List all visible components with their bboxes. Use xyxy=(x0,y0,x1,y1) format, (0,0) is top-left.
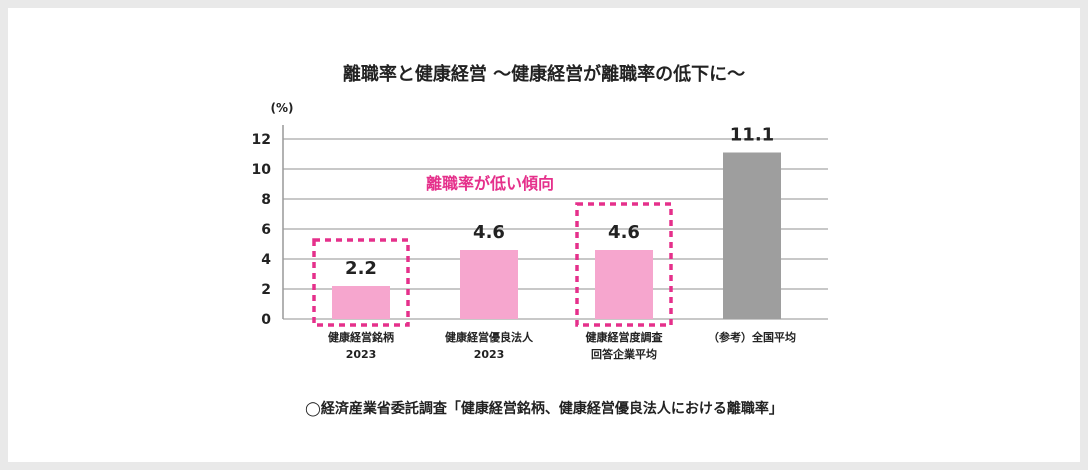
bar xyxy=(723,152,781,319)
bar xyxy=(332,286,390,319)
y-tick-label: 10 xyxy=(252,162,272,178)
data-label: 4.6 xyxy=(473,222,505,243)
data-label: 4.6 xyxy=(608,222,640,243)
y-tick-label: 12 xyxy=(252,132,271,148)
bar xyxy=(460,250,518,319)
data-label: 11.1 xyxy=(730,125,774,146)
y-axis-unit-label: (%) xyxy=(271,101,294,115)
bar xyxy=(595,250,653,319)
x-category-label: 回答企業平均 xyxy=(591,347,657,361)
highlight-dashed-box xyxy=(575,202,673,327)
source-note: ◯経済産業省委託調査「健康経営銘柄、健康経営優良法人における離職率」 xyxy=(305,401,783,417)
y-tick-label: 6 xyxy=(261,222,271,238)
y-tick-label: 2 xyxy=(261,282,271,298)
annotation-low-turnover: 離職率が低い傾向 xyxy=(426,174,554,193)
x-category-label: （参考）全国平均 xyxy=(708,330,796,344)
x-category-label: 2023 xyxy=(346,348,377,361)
y-tick-label: 0 xyxy=(261,312,271,328)
x-category-label: 健康経営銘柄 xyxy=(328,330,394,344)
chart-card xyxy=(8,8,1080,462)
highlight-dashed-box xyxy=(312,238,410,327)
chart-title: 離職率と健康経営 〜健康経営が離職率の低下に〜 xyxy=(342,64,746,85)
y-tick-label: 4 xyxy=(261,252,271,268)
y-tick-label: 8 xyxy=(261,192,271,208)
x-category-label: 健康経営優良法人 xyxy=(445,330,534,344)
x-category-label: 2023 xyxy=(474,348,505,361)
data-label: 2.2 xyxy=(345,258,377,279)
x-category-label: 健康経営度調査 xyxy=(586,330,663,344)
